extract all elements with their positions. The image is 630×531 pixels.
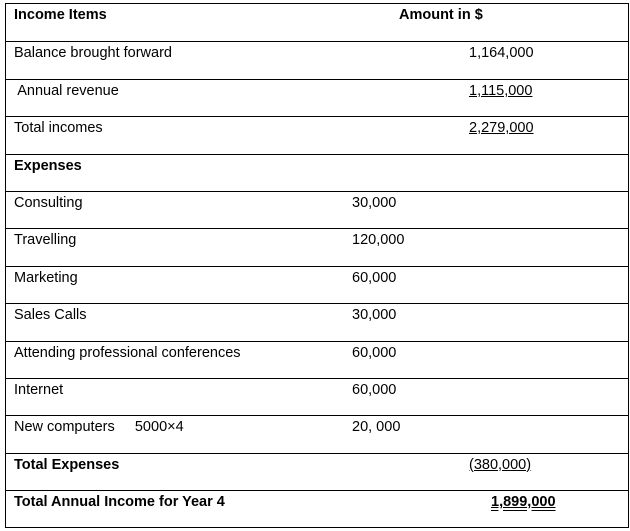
header-amount: Amount in $ [399,7,483,23]
row-label: Total incomes [14,120,103,137]
total-expenses-label: Total Expenses [14,456,120,473]
total-annual-income-label: Total Annual Income for Year 4 [14,494,225,511]
row-amount: 20, 000 [352,419,401,436]
row-amount: 1,164,000 [469,45,534,62]
row-label: Sales Calls [14,307,87,324]
total-annual-income-row: Total Annual Income for Year 4 1,899,000 [6,490,628,527]
total-expenses-row: Total Expenses (380,000) [6,452,628,490]
header-row: Income Items Amount in $ [6,4,628,41]
row-amount: 30,000 [352,307,397,324]
row-amount: 120,000 [352,232,405,249]
table-row: Balance brought forward 1,164,000 [6,41,628,78]
row-label: Travelling [14,232,77,249]
row-amount: 30,000 [352,195,397,211]
row-label: Annual revenue [14,82,119,99]
table-row: New computers 5000×4 20, 000 [6,415,628,452]
total-annual-income-amount: 1,899,000 [491,494,556,511]
row-amount: 60,000 [352,382,397,398]
total-expenses-amount: (380,000) [469,456,532,473]
row-amount: 2,279,000 [469,120,534,137]
row-label: Internet [14,382,64,398]
table-row: Total incomes 2,279,000 [6,116,628,153]
table-row: Attending professional conferences 60,00… [6,340,628,378]
table-row: Travelling 120,000 [6,228,628,265]
row-label: Consulting [14,195,83,211]
row-amount: 1,115,000 [469,82,533,99]
row-label: Balance brought forward [14,45,172,62]
table-row: Internet 60,000 [6,378,628,415]
row-label: New computers 5000×4 [14,419,184,436]
row-amount: 60,000 [352,344,397,361]
table-row: Consulting 30,000 [6,191,628,228]
table-row: Annual revenue 1,115,000 [6,78,628,116]
header-income-items: Income Items [14,7,107,23]
table-row: Marketing 60,000 [6,265,628,303]
expenses-heading: Expenses [14,157,82,174]
expenses-heading-row: Expenses [6,153,628,191]
row-label: Marketing [14,269,78,286]
row-amount: 60,000 [352,269,397,286]
table-row: Sales Calls 30,000 [6,303,628,340]
row-label: Attending professional conferences [14,344,241,361]
income-statement-table: Income Items Amount in $ Balance brought… [5,3,629,528]
